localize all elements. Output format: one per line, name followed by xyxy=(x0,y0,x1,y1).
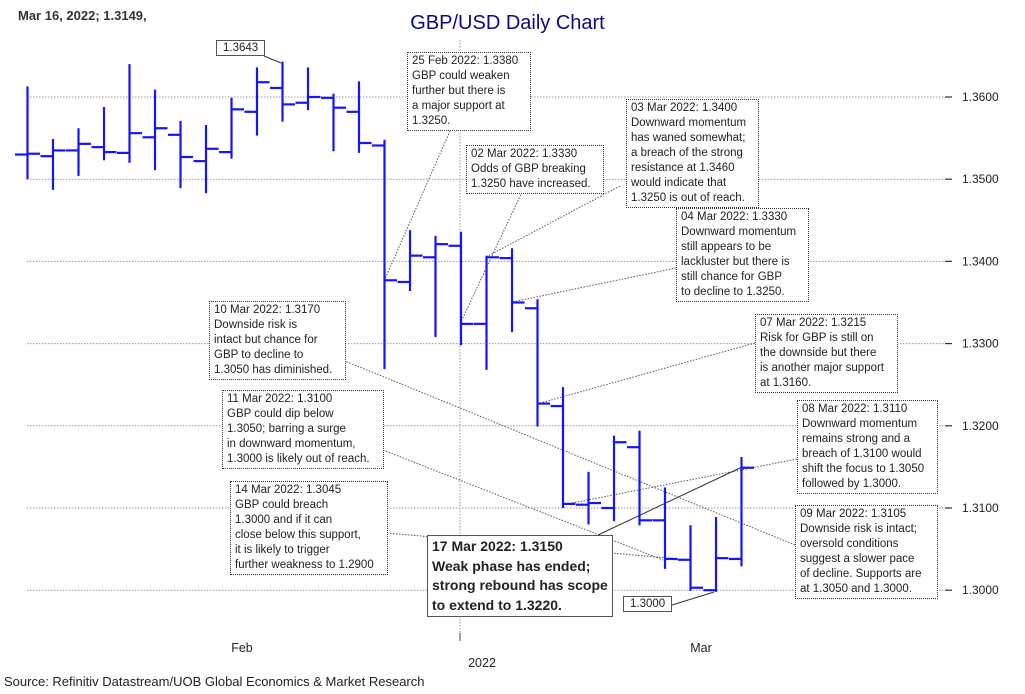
ohlc-bar xyxy=(423,235,448,338)
x-year-label: 2022 xyxy=(468,656,496,670)
ohlc-bar xyxy=(678,525,703,592)
y-tick-label: 1.3600 xyxy=(962,90,999,104)
leader-line xyxy=(511,267,677,303)
y-tick-label: 1.3200 xyxy=(962,419,999,433)
ohlc-bar xyxy=(550,387,576,508)
ohlc-bar xyxy=(295,67,321,111)
ohlc-bar xyxy=(346,81,372,153)
ohlc-bar xyxy=(321,93,346,152)
ohlc-bar xyxy=(474,255,499,370)
y-tick-label: 1.3100 xyxy=(962,501,999,515)
callout-label: 1.3000 xyxy=(623,596,673,612)
ohlc-bar xyxy=(627,430,652,526)
price-bars xyxy=(15,61,754,592)
ohlc-bar xyxy=(576,471,601,525)
annotation-04-mar: 04 Mar 2022: 1.3330 Downward momentum st… xyxy=(676,208,809,302)
ohlc-bar xyxy=(652,487,678,569)
ohlc-bar xyxy=(397,230,423,291)
annotation-11-mar: 11 Mar 2022: 1.3100 GBP could dip below … xyxy=(222,390,384,469)
ohlc-bar xyxy=(168,120,193,189)
ohlc-bar xyxy=(270,61,295,122)
leader-line xyxy=(344,360,796,546)
ohlc-bar xyxy=(219,97,244,159)
y-tick-label: 1.3300 xyxy=(962,337,999,351)
ohlc-bar xyxy=(525,299,550,427)
ohlc-bar xyxy=(91,106,117,161)
last-quote: Mar 16, 2022; 1.3149, xyxy=(18,8,147,23)
ohlc-bar xyxy=(499,248,525,333)
ohlc-bar xyxy=(244,67,270,136)
annotation-14-mar: 14 Mar 2022: 1.3045 GBP could breach 1.3… xyxy=(230,481,388,575)
ohlc-bar xyxy=(193,124,219,194)
y-tick-label: 1.3500 xyxy=(962,172,999,186)
annotation-08-mar: 08 Mar 2022: 1.3110 Downward momentum re… xyxy=(797,400,938,494)
leader-line xyxy=(485,185,621,258)
ohlc-bar xyxy=(601,435,627,522)
annotation-07-mar: 07 Mar 2022: 1.3215 Risk for GBP is stil… xyxy=(755,314,898,393)
chart-title: GBP/USD Daily Chart xyxy=(410,12,605,34)
x-tick-label-feb: Feb xyxy=(231,641,253,655)
ohlc-bar xyxy=(117,64,142,163)
ohlc-bar xyxy=(703,517,729,592)
ohlc-bar xyxy=(15,86,40,180)
ohlc-bar xyxy=(66,128,91,176)
x-tick-label-mar: Mar xyxy=(690,641,712,655)
annotation-17-mar: 17 Mar 2022: 1.3150 Weak phase has ended… xyxy=(427,535,613,617)
ohlc-bar xyxy=(372,139,397,370)
y-tick-label: 1.3400 xyxy=(962,254,999,268)
annotation-10-mar: 10 Mar 2022: 1.3170 Downside risk is int… xyxy=(209,301,346,380)
leader-line xyxy=(384,130,451,280)
annotation-09-mar: 09 Mar 2022: 1.3105 Downside risk is int… xyxy=(795,505,938,599)
source-note: Source: Refinitiv Datastream/UOB Global … xyxy=(4,674,425,689)
annotation-02-mar: 02 Mar 2022: 1.3330 Odds of GBP breaking… xyxy=(466,145,604,194)
leader-line-main xyxy=(597,466,743,536)
leader-line xyxy=(382,449,664,561)
callout-arrow xyxy=(263,55,282,64)
annotation-leaders xyxy=(263,55,798,606)
annotation-25-feb: 25 Feb 2022: 1.3380 GBP could weaken fur… xyxy=(407,52,531,131)
x-axis: Feb Mar 2022 xyxy=(231,633,712,670)
leader-line xyxy=(561,458,798,506)
ohlc-bar xyxy=(448,231,474,346)
callout-arrow xyxy=(671,591,715,606)
annotation-03-mar: 03 Mar 2022: 1.3400 Downward momentum ha… xyxy=(626,99,759,208)
ohlc-bar xyxy=(142,89,168,171)
y-axis: 1.3600 1.3500 1.3400 1.3300 1.3200 1.3100 1.30… xyxy=(945,90,999,597)
ohlc-bar xyxy=(40,138,66,190)
y-tick-label: 1.3000 xyxy=(962,583,999,597)
leader-line xyxy=(536,342,756,405)
ohlc-bar xyxy=(729,457,754,567)
callout-label: 1.3643 xyxy=(216,40,266,56)
